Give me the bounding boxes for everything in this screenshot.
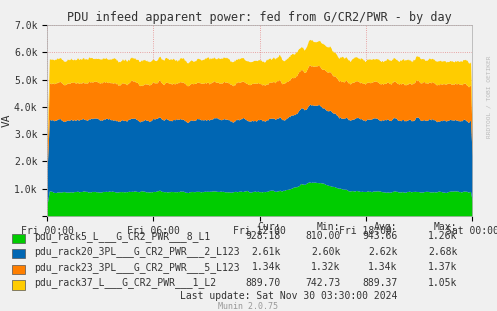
Text: 2.62k: 2.62k: [368, 247, 398, 257]
Text: pdu_rack23_3PL___G_CR2_PWR___5_L123: pdu_rack23_3PL___G_CR2_PWR___5_L123: [34, 262, 240, 273]
Text: Cur:: Cur:: [257, 222, 281, 232]
Text: 889.70: 889.70: [246, 278, 281, 288]
Text: 1.26k: 1.26k: [428, 231, 457, 241]
Text: 2.61k: 2.61k: [251, 247, 281, 257]
Text: Last update: Sat Nov 30 03:30:00 2024: Last update: Sat Nov 30 03:30:00 2024: [179, 291, 397, 301]
Text: 1.32k: 1.32k: [311, 262, 340, 272]
Text: Max:: Max:: [434, 222, 457, 232]
Text: 2.60k: 2.60k: [311, 247, 340, 257]
Text: Min:: Min:: [317, 222, 340, 232]
Text: RRDTOOL / TOBI OETIKER: RRDTOOL / TOBI OETIKER: [486, 55, 491, 138]
Text: 1.34k: 1.34k: [251, 262, 281, 272]
Text: 810.00: 810.00: [305, 231, 340, 241]
Y-axis label: VA: VA: [1, 114, 11, 127]
Text: pdu_rack20_3PL___G_CR2_PWR___2_L123: pdu_rack20_3PL___G_CR2_PWR___2_L123: [34, 246, 240, 258]
Text: Munin 2.0.75: Munin 2.0.75: [219, 302, 278, 311]
Text: 943.66: 943.66: [362, 231, 398, 241]
Text: Avg:: Avg:: [374, 222, 398, 232]
Text: 928.18: 928.18: [246, 231, 281, 241]
Text: 2.68k: 2.68k: [428, 247, 457, 257]
Text: pdu_rack37_L___G_CR2_PWR___1_L2: pdu_rack37_L___G_CR2_PWR___1_L2: [34, 277, 216, 289]
Text: 742.73: 742.73: [305, 278, 340, 288]
Text: pdu_rack5_L___G_CR2_PWR___8_L1: pdu_rack5_L___G_CR2_PWR___8_L1: [34, 231, 210, 242]
Text: 1.37k: 1.37k: [428, 262, 457, 272]
Title: PDU infeed apparent power: fed from G/CR2/PWR - by day: PDU infeed apparent power: fed from G/CR…: [67, 11, 452, 24]
Text: 889.37: 889.37: [362, 278, 398, 288]
Text: 1.05k: 1.05k: [428, 278, 457, 288]
Text: 1.34k: 1.34k: [368, 262, 398, 272]
